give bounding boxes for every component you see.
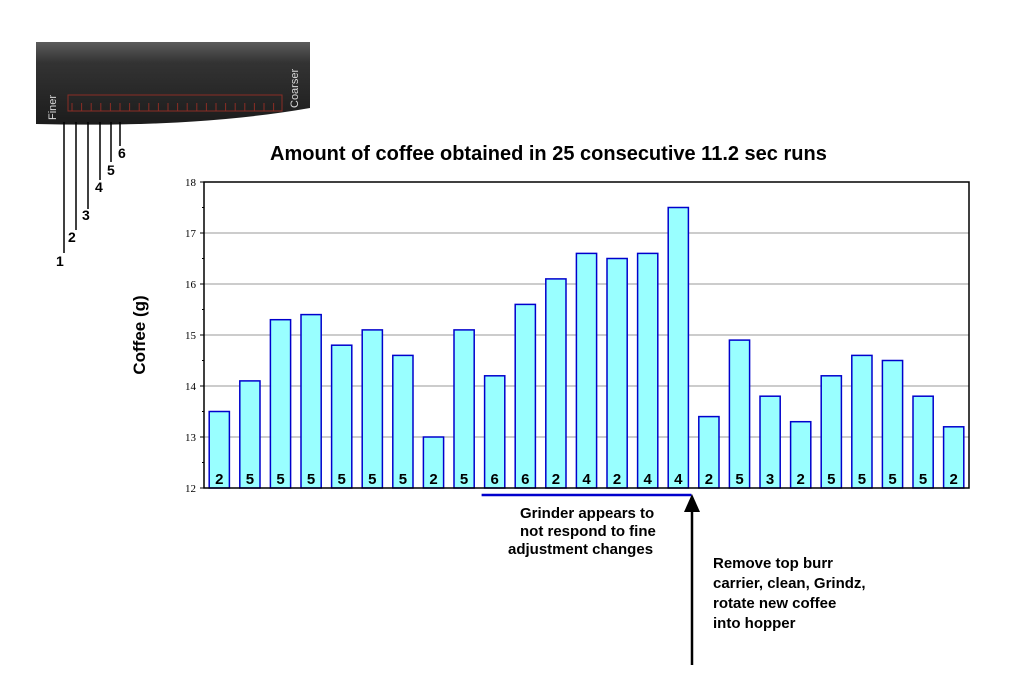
bar [881, 359, 904, 489]
bar-setting-label: 5 [276, 471, 284, 488]
bar-setting-label: 4 [582, 471, 591, 488]
dial-setting-6: 6 [118, 145, 126, 161]
bar-setting-label: 4 [674, 471, 683, 488]
bar-setting-label: 5 [399, 471, 407, 488]
burr-note-line-2: carrier, clean, Grindz, [713, 575, 866, 592]
bar-setting-label: 4 [644, 471, 653, 488]
bar [851, 354, 873, 489]
dial-setting-5: 5 [107, 162, 115, 178]
bar-setting-label: 5 [246, 471, 254, 488]
bar [453, 329, 475, 489]
bar [667, 206, 690, 489]
y-tick-label: 16 [185, 279, 197, 291]
bar-setting-label: 5 [858, 471, 866, 488]
bar-setting-label: 2 [950, 471, 958, 488]
burr-note-line-1: Remove top burr [713, 555, 833, 572]
chart-title: Amount of coffee obtained in 25 consecut… [270, 143, 827, 165]
grinder-note-line-3: adjustment changes [508, 541, 653, 558]
bar-setting-label: 5 [827, 471, 835, 488]
bar [392, 354, 414, 489]
y-tick-label: 12 [185, 483, 196, 495]
grinder-note-line-1: Grinder appears to [520, 505, 654, 522]
bar [361, 329, 384, 489]
y-tick-label: 17 [185, 228, 197, 240]
dial-body [36, 42, 310, 125]
bar-setting-label: 5 [888, 471, 896, 488]
bar [545, 278, 567, 489]
bar-setting-label: 6 [491, 471, 499, 488]
grinder-note-line-2: not respond to fine [520, 523, 656, 540]
bar [269, 318, 292, 489]
y-axis-ticks: 12 13 14 15 16 17 18 [185, 177, 204, 495]
bar-setting-label: 6 [521, 471, 529, 488]
grinder-note: Grinder appears to not respond to fine a… [508, 505, 660, 558]
bar [606, 257, 628, 489]
bar-setting-label: 5 [338, 471, 346, 488]
grinder-dial-image: Finer Coarser 1 2 3 4 5 6 [36, 42, 310, 269]
dial-setting-1: 1 [56, 253, 64, 269]
burr-note-line-4: into hopper [713, 615, 796, 632]
bar-setting-label: 2 [552, 471, 560, 488]
burr-note-line-3: rotate new coffee [713, 595, 836, 612]
bar-setting-label: 5 [460, 471, 468, 488]
y-tick-label: 13 [185, 432, 197, 444]
dial-setting-2: 2 [68, 229, 76, 245]
bar-setting-label: 5 [735, 471, 743, 488]
bar-setting-label: 2 [429, 471, 437, 488]
bar-setting-label: 2 [797, 471, 805, 488]
bar [300, 313, 322, 489]
y-axis-label: Coffee (g) [130, 295, 149, 374]
bar-setting-label: 2 [705, 471, 713, 488]
bars: 2 5 5 5 5 5 5 2 5 6 6 2 4 2 4 4 2 5 3 2 5 5 5 5 2 [208, 206, 965, 489]
coarser-label: Coarser [289, 69, 301, 108]
y-tick-label: 14 [185, 381, 197, 393]
burr-note: Remove top burr carrier, clean, Grindz, … [713, 555, 870, 632]
plot-frame [203, 181, 970, 489]
bar [728, 339, 751, 489]
bar-setting-label: 2 [613, 471, 621, 488]
dial-scale-frame [67, 94, 283, 112]
bar [636, 252, 659, 489]
finer-label: Finer [47, 95, 59, 120]
dial-setting-4: 4 [95, 179, 103, 195]
bar [514, 303, 537, 489]
y-tick-label: 18 [185, 177, 197, 189]
bar-setting-label: 5 [919, 471, 927, 488]
bar-setting-label: 3 [766, 471, 774, 488]
bar-setting-label: 5 [307, 471, 315, 488]
bar-setting-label: 5 [368, 471, 376, 488]
bar-setting-label: 2 [215, 471, 223, 488]
dial-setting-3: 3 [82, 207, 90, 223]
bar [575, 252, 598, 489]
y-tick-label: 15 [185, 330, 197, 342]
bar [330, 344, 353, 489]
dial-scale-ticks [71, 103, 275, 111]
burr-arrow [684, 494, 700, 665]
